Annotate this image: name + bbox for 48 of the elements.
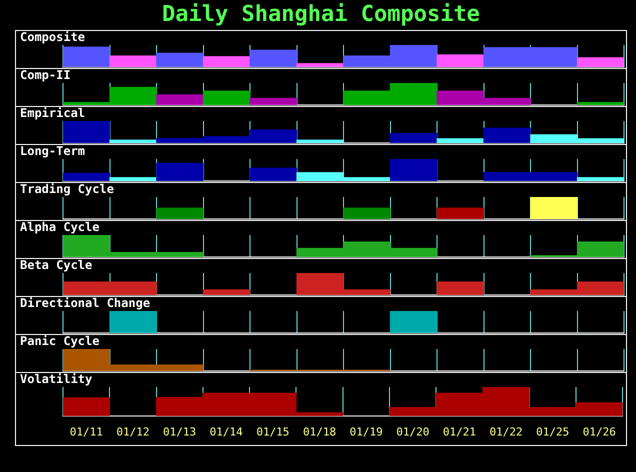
bar	[109, 55, 157, 67]
x-tick-label: 01/26	[582, 425, 616, 438]
bar	[156, 52, 204, 67]
bar	[390, 159, 438, 181]
bar	[296, 63, 344, 67]
x-tick-label: 01/11	[70, 425, 103, 438]
y-axis-title: Directional Change	[20, 296, 150, 310]
x-tick-label: 01/12	[116, 425, 150, 438]
bar	[436, 54, 484, 67]
x-tick-label: 01/19	[350, 425, 383, 438]
y-axis-title: Comp-II	[20, 68, 71, 82]
x-tick-label: 01/13	[163, 425, 196, 438]
bar	[296, 140, 344, 143]
bar	[109, 177, 157, 181]
bar	[63, 121, 110, 143]
bar	[250, 98, 298, 105]
bar	[109, 140, 157, 143]
bar	[576, 177, 624, 181]
bar	[202, 90, 250, 105]
x-tick-label: 01/14	[210, 425, 244, 438]
bar	[63, 46, 110, 67]
bar	[202, 56, 250, 67]
bar	[390, 132, 438, 143]
x-tick-label: 01/25	[536, 425, 570, 438]
y-axis-title: Long-Term	[20, 144, 86, 158]
y-axis-title: Volatility	[20, 372, 92, 386]
chart-title: Daily Shanghai Composite	[161, 1, 481, 29]
y-axis-title: Alpha Cycle	[20, 220, 100, 234]
y-axis-title: Beta Cycle	[20, 258, 92, 272]
bar	[63, 397, 110, 416]
bar	[436, 138, 484, 143]
bar	[156, 94, 204, 105]
y-axis-title: Trading Cycle	[20, 182, 114, 196]
x-tick-label: 01/20	[396, 425, 430, 438]
bar	[63, 172, 110, 181]
bar	[250, 168, 298, 181]
y-axis-title: Panic Cycle	[20, 334, 100, 348]
bar	[250, 50, 298, 67]
x-tick-label: 01/22	[490, 425, 523, 438]
x-tick-label: 01/18	[302, 425, 336, 438]
bar	[576, 57, 624, 67]
bar	[483, 128, 531, 143]
x-tick-label: 01/21	[442, 425, 476, 438]
y-axis-title: Composite	[20, 30, 86, 44]
x-tick-label: 01/15	[256, 425, 290, 438]
y-axis-title: Empirical	[20, 106, 86, 120]
bar	[156, 162, 204, 181]
bar	[576, 102, 624, 105]
